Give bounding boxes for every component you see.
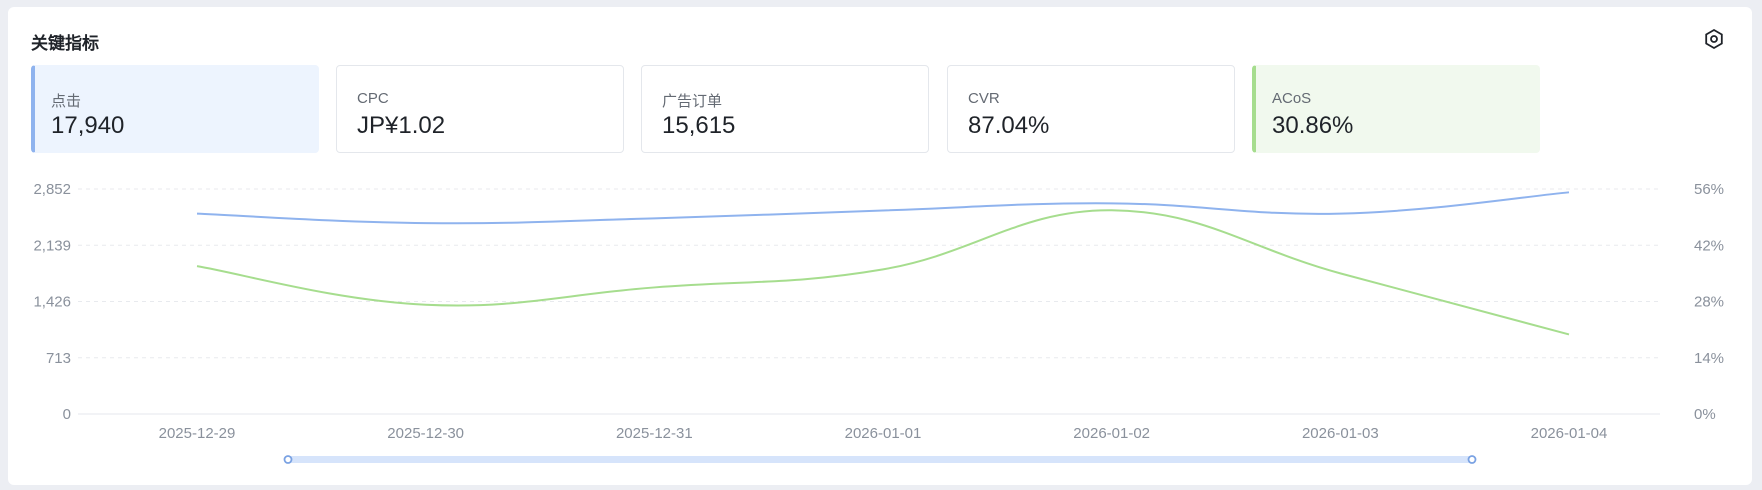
metric-card-acos[interactable]: ACoS 30.86% [1252,65,1540,153]
settings-hex-icon[interactable] [1702,27,1726,51]
metric-label: 广告订单 [662,93,723,110]
metric-cards: 点击 17,940 CPC JP¥1.02 广告订单 15,615 CVR 87… [31,65,1737,155]
y-left-tick-label: 2,139 [33,237,71,254]
metric-value: 87.04% [968,112,1050,139]
metric-value: JP¥1.02 [357,112,446,139]
key-metrics-panel: 关键指标 点击 17,940 CPC JP¥1.02 广告订单 15,615 C… [8,7,1752,485]
x-tick-label: 2026-01-02 [1073,425,1150,442]
metric-card-clicks[interactable]: 点击 17,940 [31,65,319,153]
x-tick-label: 2026-01-04 [1531,425,1608,442]
y-left-tick-label: 1,426 [33,294,71,311]
y-right-tick-label: 14% [1694,350,1724,367]
y-right-tick-label: 28% [1694,294,1724,311]
series-line-acos [196,209,1570,336]
y-right-tick-label: 0% [1694,406,1716,423]
metric-card-ad-orders[interactable]: 广告订单 15,615 [641,65,929,153]
metric-value: 30.86% [1272,112,1354,139]
series-line-clicks [196,191,1570,225]
metric-label: ACoS [1272,90,1312,107]
metric-label: 点击 [51,93,82,110]
metric-card-cvr[interactable]: CVR 87.04% [947,65,1235,153]
metric-label: CVR [968,90,1000,107]
x-tick-label: 2026-01-01 [845,425,922,442]
zoom-slider-end-handle[interactable] [1467,455,1477,464]
x-tick-label: 2025-12-29 [159,425,236,442]
y-left-tick-label: 2,852 [33,181,71,198]
y-right-tick-label: 56% [1694,181,1724,198]
metric-value: 17,940 [51,112,125,139]
x-tick-label: 2025-12-30 [387,425,464,442]
y-left-tick-label: 0 [63,406,71,423]
y-right-tick-label: 42% [1694,237,1724,254]
metric-card-cpc[interactable]: CPC JP¥1.02 [336,65,624,153]
panel-title: 关键指标 [31,34,99,53]
metric-label: CPC [357,90,389,107]
y-left-tick-label: 713 [46,350,71,367]
x-tick-label: 2025-12-31 [616,425,693,442]
zoom-slider-track [288,456,1472,463]
metric-value: 15,615 [662,112,736,139]
x-tick-label: 2026-01-03 [1302,425,1379,442]
zoom-slider-start-handle[interactable] [283,455,293,464]
